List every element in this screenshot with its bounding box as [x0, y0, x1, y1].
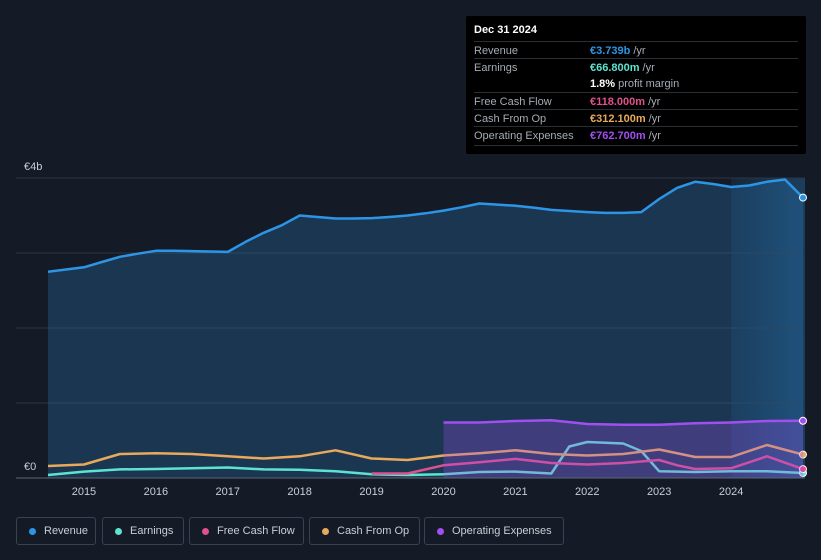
x-tick-label: 2017 [216, 486, 240, 498]
legend-label: Operating Expenses [452, 525, 552, 537]
tooltip-value: €762.700m/yr [590, 130, 661, 142]
tooltip-value: €312.100m/yr [590, 113, 661, 125]
y-axis-zero-label: €0 [24, 461, 36, 473]
tooltip-label: Revenue [474, 45, 519, 57]
tooltip-value: 1.8% profit margin [590, 78, 680, 90]
tooltip-label: Operating Expenses [474, 130, 574, 142]
tooltip-row-cash-from-op: Cash From Op €312.100m/yr [474, 109, 798, 127]
legend-label: Cash From Op [337, 525, 410, 537]
legend-label: Earnings [130, 525, 174, 537]
tooltip-panel: Dec 31 2024 Revenue €3.739b/yr Earnings … [466, 16, 806, 154]
earnings-line [47, 440, 804, 477]
legend-dot-icon [115, 528, 122, 535]
x-tick-label: 2016 [144, 486, 168, 498]
x-tick-label: 2015 [72, 486, 96, 498]
x-tick-label: 2023 [647, 486, 671, 498]
x-tick-label: 2021 [503, 486, 527, 498]
tooltip-row-earnings: Earnings €66.800m/yr [474, 58, 798, 76]
x-tick-label: 2020 [431, 486, 455, 498]
legend-item-free-cash-flow[interactable]: Free Cash Flow [189, 517, 304, 545]
cash-from-op-line [47, 443, 804, 468]
legend-dot-icon [29, 528, 36, 535]
tooltip-divider [474, 145, 798, 146]
revenue-line [47, 178, 804, 274]
tooltip-row-operating-expenses: Operating Expenses €762.700m/yr [474, 126, 798, 144]
tooltip-value: €66.800m/yr [590, 62, 655, 74]
legend-item-operating-expenses[interactable]: Operating Expenses [424, 517, 564, 545]
tooltip-row-revenue: Revenue €3.739b/yr [474, 41, 798, 59]
cash-from-op-end-point [799, 450, 807, 459]
free-cash-flow-end-point [799, 465, 807, 474]
revenue-end-point [799, 193, 807, 202]
tooltip-label: Cash From Op [474, 113, 547, 125]
legend-item-cash-from-op[interactable]: Cash From Op [309, 517, 420, 545]
tooltip-value: €3.739b/yr [590, 45, 646, 57]
x-tick-label: 2018 [287, 486, 311, 498]
x-tick-label: 2022 [575, 486, 599, 498]
tooltip-date: Dec 31 2024 [474, 24, 537, 36]
revenue-area [48, 179, 803, 478]
operating-expenses-area [443, 420, 803, 478]
legend-label: Free Cash Flow [217, 525, 295, 537]
tooltip-label: Free Cash Flow [474, 96, 552, 108]
x-tick-label: 2019 [359, 486, 383, 498]
tooltip-row-profit-margin: 1.8% profit margin [474, 75, 798, 92]
legend-dot-icon [437, 528, 444, 535]
x-tick-label: 2024 [719, 486, 743, 498]
legend-item-earnings[interactable]: Earnings [102, 517, 184, 545]
legend-item-revenue[interactable]: Revenue [16, 517, 96, 545]
tooltip-label: Earnings [474, 62, 518, 74]
tooltip-value: €118.000m/yr [590, 96, 661, 108]
operating-expenses-line [443, 419, 804, 427]
operating-expenses-end-point [799, 416, 807, 425]
legend-dot-icon [322, 528, 329, 535]
legend-dot-icon [202, 528, 209, 535]
tooltip-row-free-cash-flow: Free Cash Flow €118.000m/yr [474, 92, 798, 110]
legend-label: Revenue [44, 525, 89, 537]
free-cash-flow-line [371, 455, 804, 475]
y-axis-top-label: €4b [24, 161, 42, 173]
